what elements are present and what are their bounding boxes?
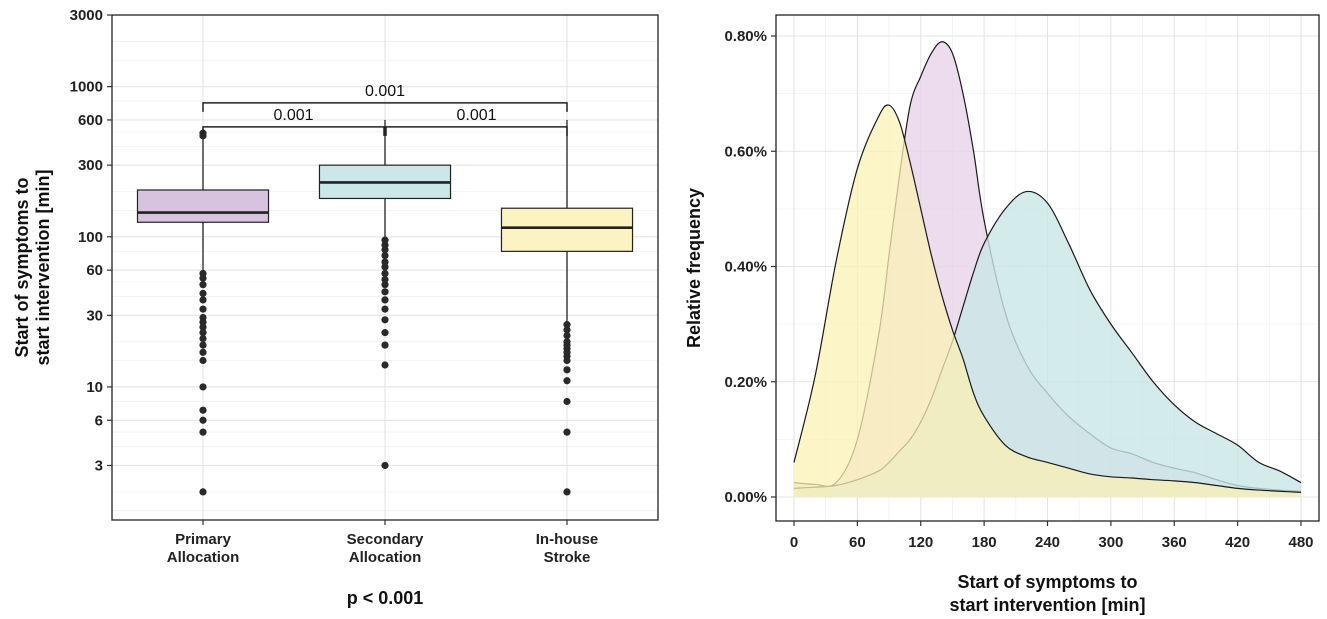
x-tick-label: 240 [1035,534,1060,551]
y-tick-label: 300 [78,157,103,174]
outlier-point [381,305,389,313]
outlier-point [381,281,389,289]
category-label-line: In-house [536,531,599,548]
outlier-point [381,241,389,249]
p-value-label: 0.001 [273,107,313,124]
outlier-point [381,258,389,266]
outlier-point [199,348,207,356]
y-tick-label: 3 [95,457,103,474]
y-tick-label: 600 [78,112,103,129]
x-tick-label: 300 [1098,534,1123,551]
y-tick-label: 0.60% [724,143,767,160]
outlier-point [381,275,389,284]
p-value-label: 0.001 [456,107,496,124]
outlier-point [199,329,207,337]
significance-bracket [202,126,385,136]
outlier-point [199,488,207,496]
y-tick-label: 10 [86,379,103,396]
outlier-point [199,334,207,343]
y-tick-label: 0.00% [724,489,767,506]
outlier-point [563,331,571,340]
y-tick-label: 3000 [70,7,103,24]
box [136,189,270,223]
outlier-point [563,428,571,436]
outlier-point [381,269,389,278]
x-axis-title-line: start intervention [min] [949,595,1145,615]
p-value-label: 0.001 [365,83,405,100]
outlier-point [199,296,207,304]
outlier-point [199,269,207,278]
outlier-point [381,251,389,260]
box [500,207,634,252]
y-tick-label: 0.40% [724,259,767,276]
x-tick-label: 480 [1288,534,1313,551]
y-tick-label: 100 [78,229,103,246]
y-axis-title-line: start intervention [min] [33,169,53,365]
category-label: Secondary Allocation [347,531,424,566]
outlier-point [381,263,389,271]
outlier-point [199,281,207,289]
x-tick-label: 360 [1162,534,1187,551]
outlier-point [381,236,389,244]
outlier-point [199,323,207,331]
x-tick-label: 420 [1225,534,1250,551]
outlier-point [381,361,389,369]
category-label-line: Allocation [349,549,422,566]
outlier-point [563,366,571,374]
category-label-line: Primary [175,531,232,548]
significance-bracket [385,126,568,136]
x-tick-label: 0 [790,534,798,551]
category-label: In-house Stroke [536,531,599,566]
outlier-point [563,321,571,329]
category-label-line: Secondary [347,531,424,548]
outlier-point [199,313,207,322]
density-line [793,104,1302,493]
x-tick-label: 60 [849,534,866,551]
outlier-point [381,316,389,324]
x-axis-title: p < 0.001 [347,588,424,608]
outlier-point [199,305,207,313]
outlier-point [563,338,571,346]
outlier-point [381,329,389,337]
x-tick-label: 180 [972,534,997,551]
x-axis-title: Start of symptoms to start intervention [… [949,572,1145,615]
outlier-point [381,288,389,296]
category-label: Primary Allocation [167,531,240,566]
y-tick-label: 0.20% [724,374,767,391]
x-axis-title-line: Start of symptoms to [957,572,1137,592]
density-panel: 0 60 120 180 240 300 360 420 480 0.00% 0.20% 0.40% 0… [684,14,1320,615]
outlier-point [199,406,207,414]
y-tick-label: 60 [86,262,103,279]
outlier-point [563,488,571,496]
y-tick-label: 1000 [70,79,103,96]
category-label-line: Stroke [544,549,591,566]
y-axis-title: Relative frequency [684,188,704,348]
y-axis-title: Start of symptoms tostart intervention [… [12,169,53,365]
outlier-point [563,326,571,334]
density-area [794,191,1301,498]
outlier-point [199,289,207,297]
category-label-line: Allocation [167,549,240,566]
y-tick-label: 30 [86,307,103,324]
outlier-point [199,428,207,436]
outlier-point [199,416,207,424]
outlier-point [381,461,389,470]
outlier-point [199,383,207,391]
outlier-point [563,377,571,385]
outlier-point [381,341,389,349]
y-tick-label: 6 [95,412,103,429]
y-axis-title-line: Start of symptoms to [12,177,32,357]
outlier-point [563,397,571,406]
density-area [794,104,1301,497]
outlier-point [199,341,207,349]
x-tick-label: 120 [908,534,933,551]
significance-bracket [202,102,568,112]
outlier-point [381,296,389,304]
y-tick-label: 0.80% [724,28,767,45]
outlier-point [199,356,207,365]
